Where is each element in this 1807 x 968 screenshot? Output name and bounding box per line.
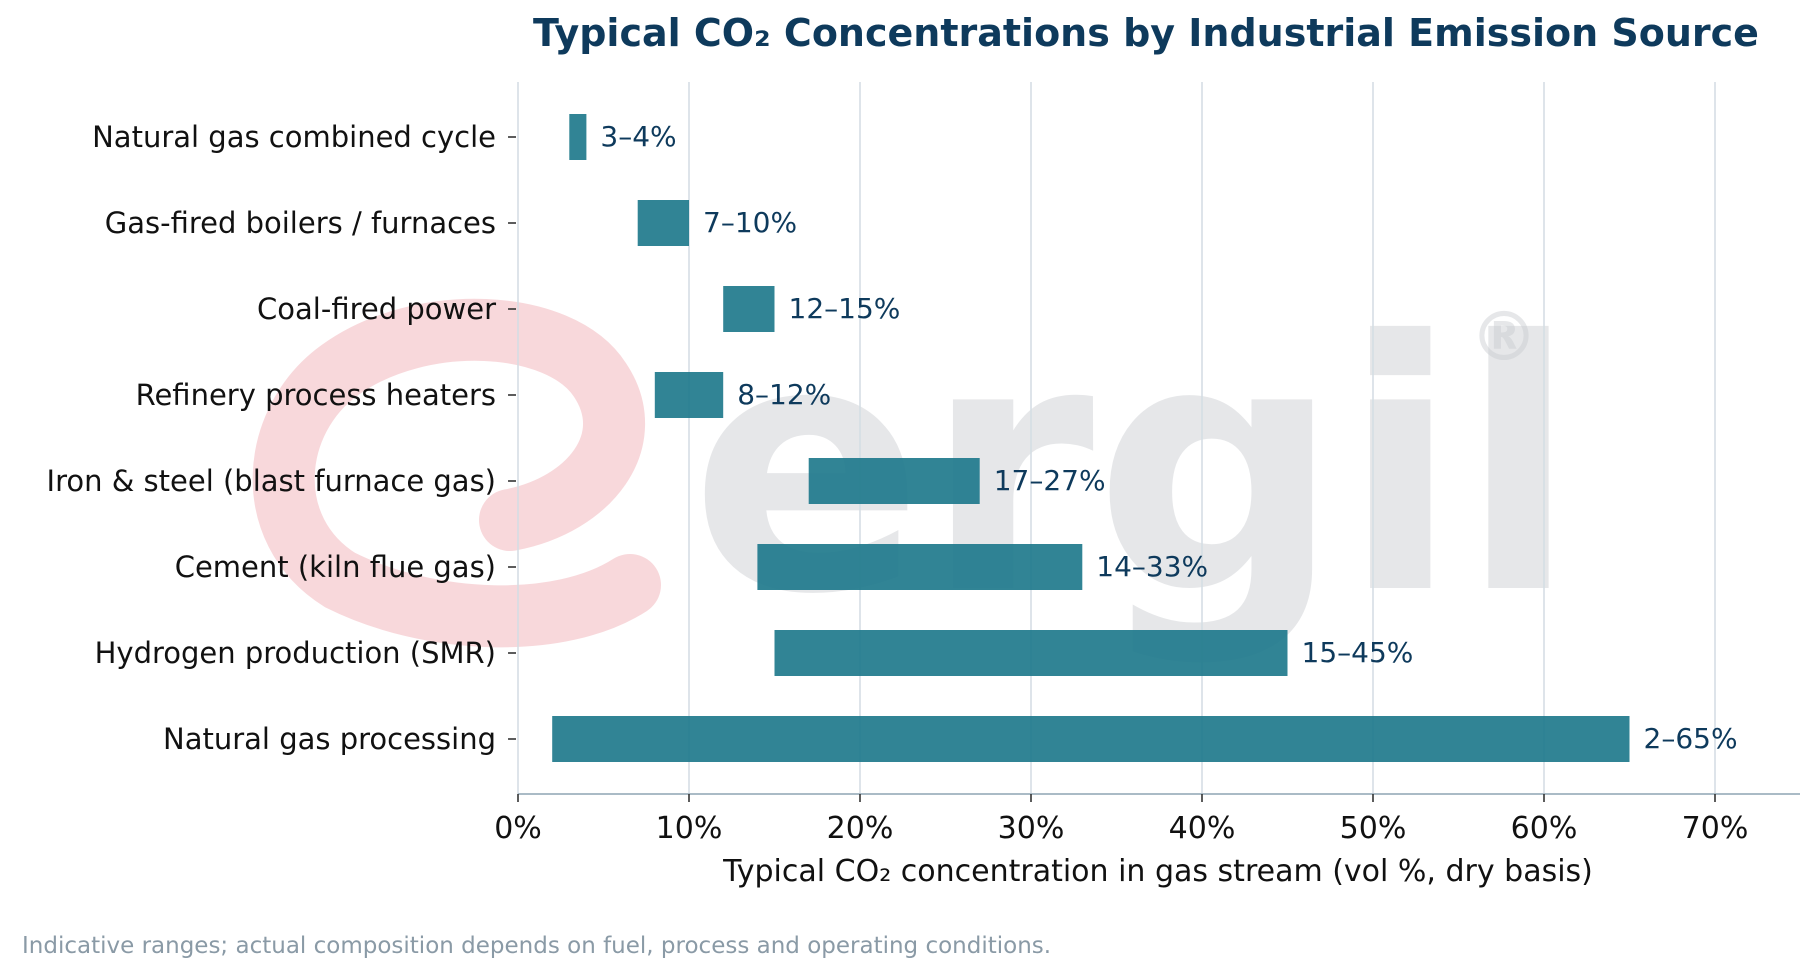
category-labels: Natural gas combined cycle Gas-fired boil… bbox=[47, 120, 497, 756]
category-label: Coal-fired power bbox=[257, 292, 496, 326]
category-label: Hydrogen production (SMR) bbox=[95, 636, 496, 670]
x-tick-label: 30% bbox=[998, 811, 1065, 846]
category-label: Natural gas processing bbox=[163, 722, 496, 756]
data-label: 8–12% bbox=[737, 378, 831, 411]
data-label: 3–4% bbox=[600, 120, 676, 153]
category-ticks bbox=[508, 136, 516, 740]
bar bbox=[552, 716, 1630, 762]
data-labels: 3–4% 7–10% 12–15% 8–12% 17–27% 14–33% 15–45% 2–… bbox=[600, 120, 1737, 755]
chart-title: Typical CO₂ Concentrations by Industrial… bbox=[533, 11, 1759, 55]
bar bbox=[757, 544, 1083, 590]
x-tick-label: 0% bbox=[494, 811, 542, 846]
category-label: Iron & steel (blast furnace gas) bbox=[47, 464, 496, 498]
x-axis-ticks: 0% 10% 20% 30% 40% 50% 60% 70% bbox=[494, 794, 1748, 846]
data-label: 15–45% bbox=[1302, 636, 1414, 669]
x-tick-label: 20% bbox=[827, 811, 894, 846]
bar bbox=[569, 114, 587, 160]
data-label: 12–15% bbox=[789, 292, 901, 325]
data-label: 14–33% bbox=[1096, 550, 1208, 583]
x-tick-label: 50% bbox=[1340, 811, 1407, 846]
x-tick-label: 70% bbox=[1682, 811, 1749, 846]
category-label: Gas-fired boilers / furnaces bbox=[105, 206, 496, 240]
bar bbox=[808, 458, 980, 504]
x-tick-label: 10% bbox=[656, 811, 723, 846]
watermark-logo-swirl bbox=[252, 298, 661, 648]
category-label: Refinery process heaters bbox=[136, 378, 496, 412]
watermark-registered-mark: ® bbox=[1470, 298, 1538, 377]
bar bbox=[774, 630, 1288, 676]
data-label: 17–27% bbox=[994, 464, 1106, 497]
chart-footnote: Indicative ranges; actual composition de… bbox=[22, 933, 1051, 959]
category-label: Cement (kiln flue gas) bbox=[175, 550, 496, 584]
bar bbox=[723, 286, 775, 332]
bar bbox=[637, 200, 689, 246]
data-label: 2–65% bbox=[1644, 722, 1738, 755]
data-label: 7–10% bbox=[703, 206, 797, 239]
watermark: ergil ® bbox=[252, 269, 1578, 670]
x-tick-label: 40% bbox=[1169, 811, 1236, 846]
category-label: Natural gas combined cycle bbox=[92, 120, 496, 154]
bar bbox=[654, 372, 724, 418]
x-tick-label: 60% bbox=[1511, 811, 1578, 846]
bars bbox=[552, 114, 1630, 762]
x-axis-label: Typical CO₂ concentration in gas stream … bbox=[722, 854, 1593, 889]
